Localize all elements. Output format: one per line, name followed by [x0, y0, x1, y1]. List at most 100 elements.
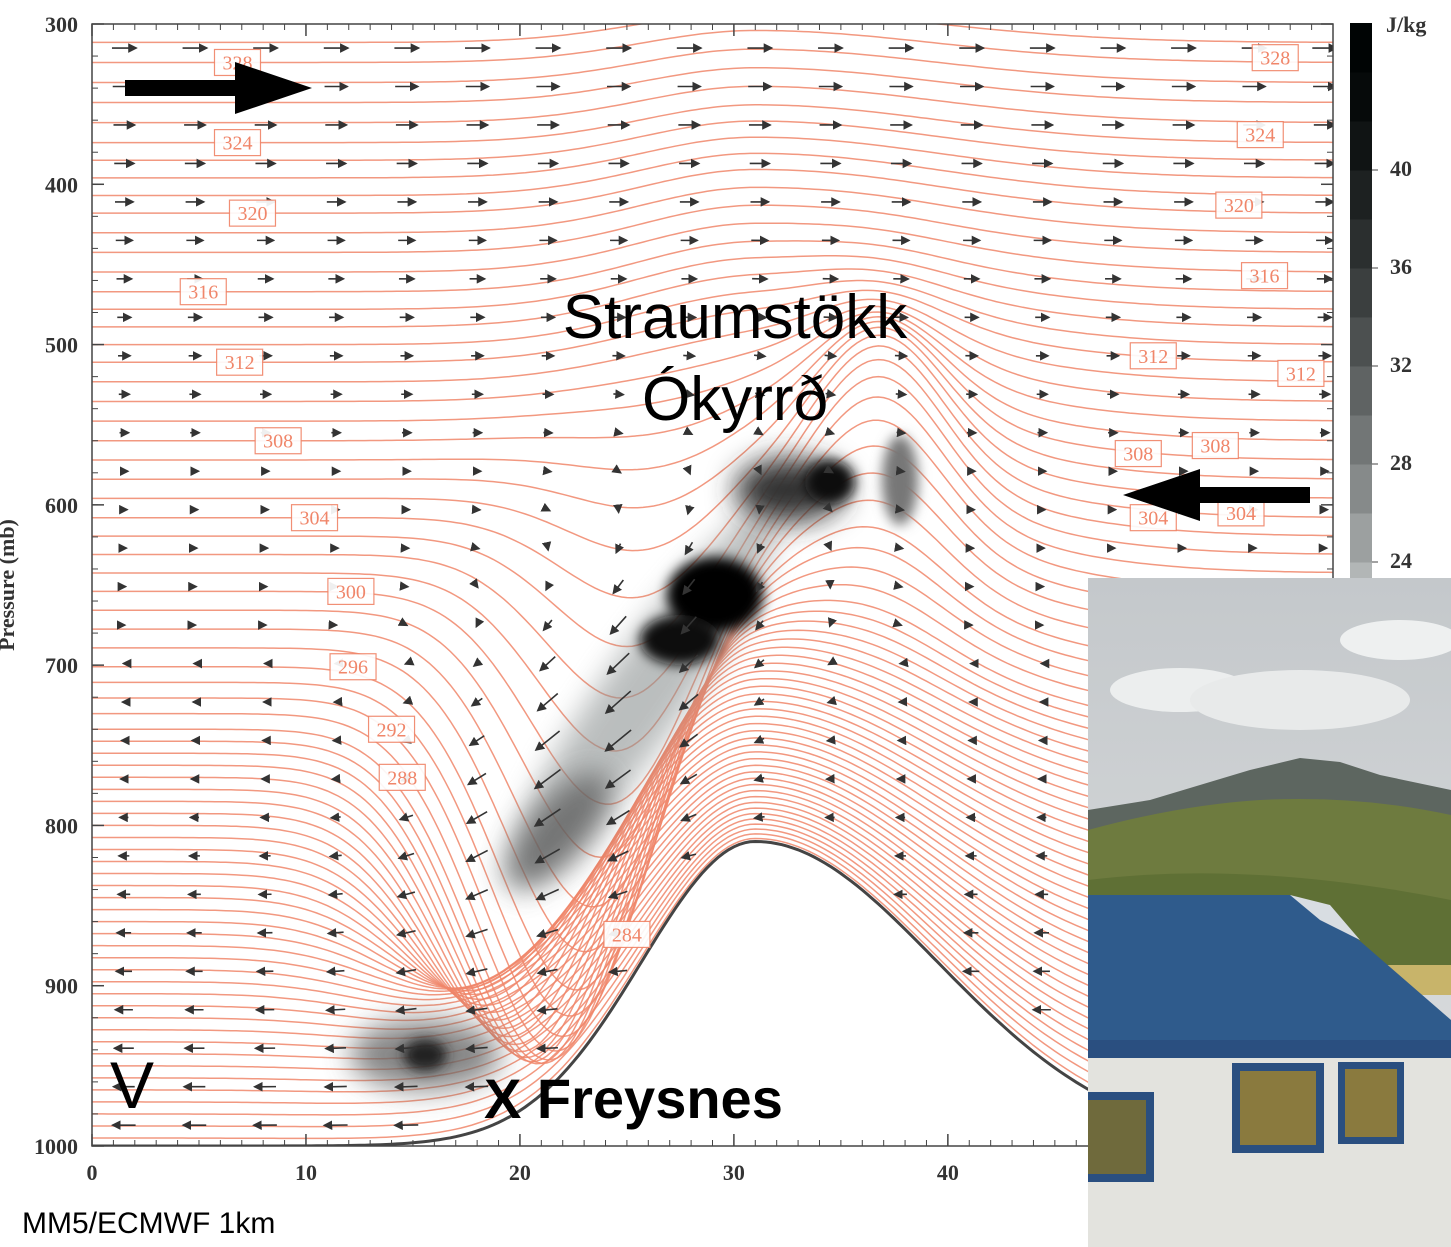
wind-arrow — [536, 928, 559, 939]
contour-label-box — [1236, 120, 1284, 149]
contour-label-box — [1277, 359, 1325, 388]
wind-arrow — [823, 540, 833, 552]
y-tick-label: 600 — [45, 493, 78, 518]
wind-arrow — [753, 734, 765, 744]
wind-arrow — [679, 773, 698, 785]
wind-arrow — [685, 504, 695, 516]
wind-arrow — [536, 1005, 558, 1015]
wind-arrow — [609, 615, 627, 635]
wind-arrow — [465, 928, 488, 939]
isentrope — [92, 268, 1333, 328]
contour-label: 284 — [612, 924, 642, 946]
isentrope — [92, 255, 1333, 311]
wind-arrow — [684, 541, 694, 556]
y-tick-label: 700 — [45, 653, 78, 678]
wind-arrow — [756, 543, 766, 554]
source-note: MM5/ECMWF 1km — [22, 1207, 275, 1240]
isentrope — [92, 305, 1333, 403]
colorbar-tick-label: 24 — [1390, 548, 1412, 573]
wind-arrow — [533, 808, 561, 827]
x-tick-label: 10 — [295, 1160, 317, 1185]
wind-arrow — [472, 657, 484, 668]
wind-arrow — [469, 578, 479, 589]
wind-arrow — [468, 735, 485, 747]
x-tick-label: 30 — [723, 1160, 745, 1185]
wind-arrow — [895, 465, 906, 476]
wind-arrow — [539, 656, 556, 672]
contour-label: 308 — [1123, 444, 1153, 466]
contour-label-box — [1129, 342, 1177, 370]
wind-arrow — [470, 697, 483, 707]
wind-arrow — [894, 542, 905, 552]
contour-label: 296 — [338, 657, 368, 679]
wind-arrow — [613, 389, 625, 399]
wind-arrow — [824, 350, 838, 361]
contour-label: 300 — [336, 581, 366, 603]
wind-arrow — [827, 617, 837, 628]
isentrope — [92, 279, 1333, 346]
contour-label: 304 — [1138, 508, 1168, 530]
wind-arrow — [615, 543, 624, 555]
isentrope — [92, 222, 1333, 273]
wind-arrow — [324, 1043, 347, 1054]
colorbar-step — [1350, 366, 1372, 416]
wind-arrow — [755, 504, 765, 515]
wind-arrow — [753, 350, 767, 361]
colorbar-step — [1350, 415, 1372, 465]
contour-label: 316 — [1250, 266, 1280, 288]
wind-arrow — [678, 693, 699, 711]
wind-arrow — [612, 579, 624, 595]
isentrope — [92, 334, 1333, 552]
contour-label: 312 — [1286, 363, 1316, 385]
tke-shading — [350, 435, 918, 1090]
y-tick-label: 400 — [45, 172, 78, 197]
wind-arrow — [683, 350, 697, 361]
contour-label-box — [378, 763, 426, 791]
wind-arrow — [329, 812, 341, 822]
colorbar-step — [1350, 219, 1372, 269]
wind-arrow — [682, 426, 694, 436]
y-tick-label: 900 — [45, 974, 78, 999]
wind-arrow — [465, 1005, 488, 1015]
isentrope — [92, 48, 1333, 84]
isentrope — [92, 186, 1333, 234]
wind-arrow — [394, 1005, 417, 1015]
colorbar-step — [1350, 23, 1372, 73]
wind-arrow — [465, 889, 489, 901]
colorbar-step — [1350, 464, 1372, 514]
contour-label-box — [1240, 262, 1289, 290]
x-tick-label: 20 — [509, 1160, 531, 1185]
y-tick-label: 800 — [45, 813, 78, 838]
wind-arrow — [394, 1043, 418, 1054]
wind-arrow — [825, 735, 836, 745]
wind-arrow — [465, 1043, 488, 1054]
wind-arrow — [823, 464, 835, 474]
contour-label: 304 — [300, 508, 330, 530]
contour-label: 316 — [188, 282, 218, 304]
y-axis-label: Pressure (mb) — [0, 519, 19, 651]
annotation: Ókyrrð — [642, 365, 828, 434]
isentrope — [92, 240, 1333, 293]
wind-arrow — [536, 692, 559, 712]
wind-arrow — [753, 658, 765, 669]
contour-label: 320 — [1224, 195, 1254, 217]
wind-arrow — [328, 850, 342, 861]
contour-label-box — [254, 427, 302, 455]
contour-label-box — [1191, 431, 1239, 460]
isentrope — [92, 152, 1333, 197]
wind-arrow — [540, 502, 552, 512]
contour-label: 308 — [263, 431, 293, 453]
contour-labels: 3283243203163123083043002962922882843283… — [179, 44, 1325, 949]
contour-label: 324 — [1245, 125, 1275, 147]
isentrope — [92, 24, 1333, 44]
wind-arrow — [678, 654, 699, 674]
wind-arrow — [397, 617, 409, 627]
wind-arrow — [755, 581, 766, 593]
colorbar-tick-label: 32 — [1390, 352, 1412, 377]
colorbar-step — [1350, 317, 1372, 367]
wind-arrow — [823, 312, 839, 323]
wind-arrow — [753, 426, 764, 436]
isentrope — [92, 67, 1333, 104]
colorbar-step — [1350, 513, 1372, 563]
